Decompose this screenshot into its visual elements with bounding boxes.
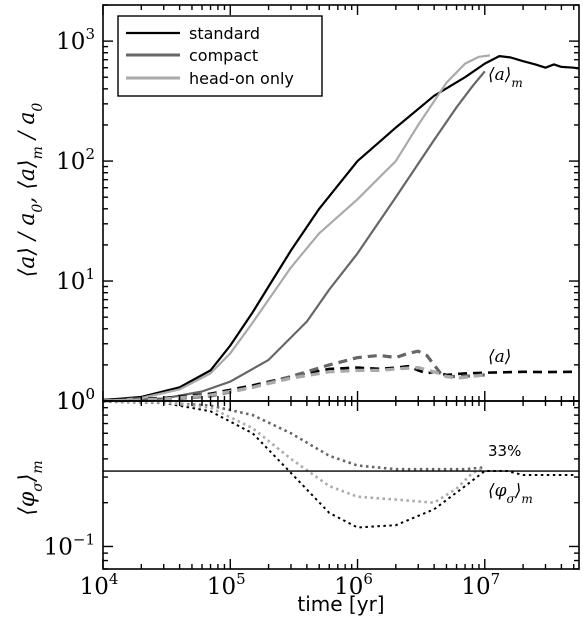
- ticks: [102, 4, 579, 570]
- bottom-series-standard-dotted: [102, 400, 574, 529]
- plot-lines: [102, 54, 580, 529]
- top-y-axis-label: ⟨a⟩ / a0, ⟨a⟩m / a0: [15, 103, 46, 278]
- x-tick-label: 106: [334, 570, 373, 600]
- legend: standard compact head-on only: [117, 15, 323, 97]
- bottom-y-tick-label: 100: [56, 385, 95, 415]
- annotation-phi-sigma-m: ⟨φσ⟩m: [488, 481, 533, 506]
- bottom-series-compact-dotted: [102, 400, 485, 471]
- bottom-panel-frame: [102, 400, 580, 570]
- annotation-a-mean: ⟨a⟩: [488, 347, 511, 367]
- legend-label-standard: standard: [189, 24, 260, 43]
- top-y-tick-label: 100: [56, 385, 95, 415]
- x-tick-label: 107: [461, 570, 500, 600]
- top-series-standard-dashed: [102, 364, 574, 402]
- annotation-a-m: ⟨a⟩m: [488, 65, 523, 90]
- top-series-head-on-only-dashed: [102, 366, 486, 403]
- top-y-tick-label: 101: [56, 265, 95, 295]
- top-series-standard-solid: [102, 55, 580, 402]
- x-tick-label: 104: [80, 570, 119, 600]
- top-series-head-on-only-solid: [102, 54, 491, 403]
- bottom-series-head-on-only-dotted: [102, 399, 486, 504]
- annotation-33-percent: 33%: [488, 442, 521, 460]
- x-axis-label: time [yr]: [297, 592, 384, 616]
- top-y-tick-label: 103: [56, 25, 95, 55]
- bottom-y-axis-label: ⟨φσ⟩m: [15, 460, 46, 515]
- top-series-compact-solid: [102, 70, 486, 403]
- x-tick-label: 105: [207, 570, 246, 600]
- legend-label-head-on: head-on only: [189, 69, 294, 88]
- top-y-tick-label: 102: [56, 145, 95, 175]
- legend-label-compact: compact: [189, 46, 258, 65]
- bottom-y-tick-label: 10−1: [44, 530, 95, 560]
